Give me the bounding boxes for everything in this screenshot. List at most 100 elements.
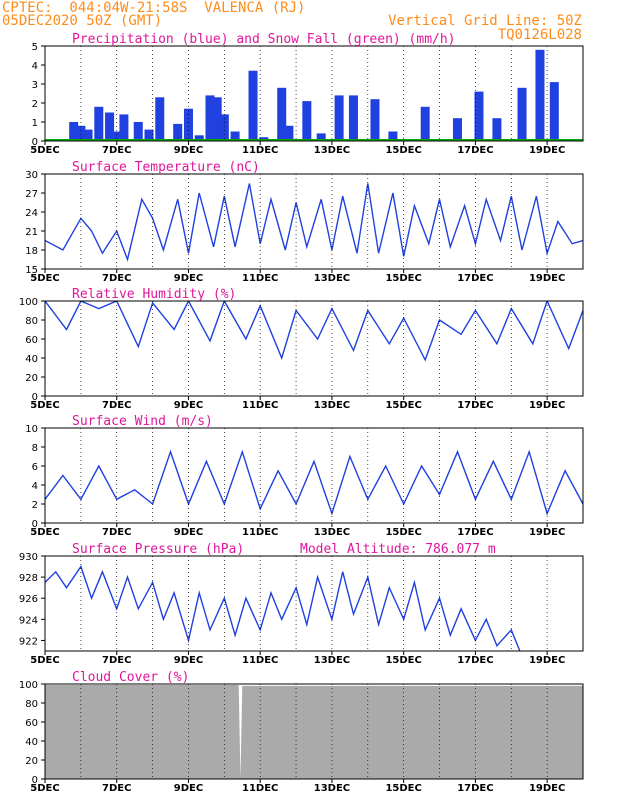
x-tick-label: 17DEC bbox=[457, 145, 493, 156]
panel-title: Cloud Cover (%) bbox=[72, 670, 189, 685]
y-tick-label: 926 bbox=[19, 594, 38, 605]
y-tick-label: 2 bbox=[32, 99, 38, 110]
x-tick-label: 5DEC bbox=[30, 400, 59, 411]
x-tick-label: 13DEC bbox=[314, 400, 350, 411]
panel-title: Surface Pressure (hPa) bbox=[72, 542, 244, 557]
y-tick-label: 10 bbox=[25, 424, 38, 435]
precip-bar bbox=[83, 129, 93, 141]
precip-bar bbox=[277, 87, 287, 141]
y-tick-label: 20 bbox=[25, 373, 38, 384]
x-tick-label: 7DEC bbox=[102, 400, 131, 411]
y-tick-label: 3 bbox=[32, 80, 38, 91]
precip-bar bbox=[112, 131, 122, 141]
x-tick-label: 15DEC bbox=[385, 273, 421, 284]
y-tick-label: 928 bbox=[19, 573, 38, 584]
x-tick-label: 7DEC bbox=[102, 783, 131, 794]
y-tick-label: 20 bbox=[25, 756, 38, 767]
precip-bar bbox=[388, 131, 398, 141]
precip-bar bbox=[452, 118, 462, 141]
panel-title: Relative Humidity (%) bbox=[72, 287, 236, 302]
x-tick-label: 15DEC bbox=[385, 145, 421, 156]
x-tick-label: 7DEC bbox=[102, 145, 131, 156]
x-tick-label: 19DEC bbox=[529, 273, 565, 284]
y-tick-label: 40 bbox=[25, 737, 38, 748]
x-tick-label: 19DEC bbox=[529, 527, 565, 538]
chart-panel-5: 922 924 926 928 930 5DEC 7DEC 9DEC 11DEC 13DEC 15D… bbox=[19, 542, 584, 666]
plot-content bbox=[45, 565, 534, 651]
series-line bbox=[45, 565, 534, 651]
plot-frame bbox=[44, 683, 584, 780]
plot-frame bbox=[44, 45, 584, 142]
y-tick-label: 930 bbox=[19, 552, 38, 563]
y-tick-label: 2 bbox=[32, 500, 38, 511]
y-tick-label: 15 bbox=[25, 265, 38, 276]
x-tick-label: 19DEC bbox=[529, 400, 565, 411]
x-tick-label: 17DEC bbox=[457, 655, 493, 666]
panel-annotation: Model Altitude: 786.077 m bbox=[300, 542, 496, 557]
precip-bar bbox=[119, 114, 129, 141]
chart-panel-1: 0 1 2 3 4 5 5DEC 7DEC 9DEC 11DEC 13DEC 15DEC 17DEC 19… bbox=[30, 32, 584, 156]
series-line bbox=[45, 301, 583, 362]
cloud-cover-area bbox=[45, 684, 583, 779]
series-line bbox=[45, 449, 583, 516]
x-tick-label: 9DEC bbox=[174, 527, 203, 538]
y-tick-label: 60 bbox=[25, 335, 38, 346]
panel-title: Surface Temperature (nC) bbox=[72, 160, 260, 175]
y-tick-label: 60 bbox=[25, 718, 38, 729]
x-tick-label: 19DEC bbox=[529, 783, 565, 794]
panel-title: Surface Wind (m/s) bbox=[72, 414, 213, 429]
y-tick-label: 6 bbox=[32, 462, 38, 473]
x-tick-label: 5DEC bbox=[30, 145, 59, 156]
precip-bar bbox=[133, 122, 143, 141]
y-tick-label: 4 bbox=[32, 61, 38, 72]
y-tick-label: 8 bbox=[32, 443, 38, 454]
x-tick-label: 11DEC bbox=[242, 783, 278, 794]
x-tick-label: 13DEC bbox=[314, 655, 350, 666]
plot-frame bbox=[44, 173, 584, 270]
y-tick-label: 40 bbox=[25, 354, 38, 365]
precip-bar bbox=[492, 118, 502, 141]
x-tick-label: 11DEC bbox=[242, 655, 278, 666]
x-tick-label: 13DEC bbox=[314, 145, 350, 156]
plot-frame bbox=[44, 300, 584, 397]
plot-content bbox=[45, 684, 583, 779]
chart-panel-2: 15 18 21 24 27 30 5DEC 7DEC 9DEC 11DEC 13DEC 15DEC 1… bbox=[25, 160, 584, 284]
precip-bar bbox=[535, 49, 545, 141]
series-line bbox=[45, 183, 583, 262]
x-tick-label: 7DEC bbox=[102, 655, 131, 666]
y-tick-label: 924 bbox=[19, 615, 38, 626]
plot-frame bbox=[44, 427, 584, 524]
precip-bar bbox=[194, 135, 204, 141]
y-tick-label: 5 bbox=[32, 42, 38, 53]
chart-panel-3: 0 20 40 60 80 100 5DEC 7DEC 9DEC 11DEC 13DEC 15DEC 1… bbox=[19, 287, 584, 411]
x-tick-label: 11DEC bbox=[242, 273, 278, 284]
precip-bar bbox=[219, 114, 229, 141]
precip-bar bbox=[549, 82, 559, 141]
precip-bar bbox=[144, 129, 154, 141]
precip-bar bbox=[69, 122, 79, 141]
precip-bar bbox=[212, 97, 222, 141]
x-tick-label: 17DEC bbox=[457, 527, 493, 538]
precip-bar bbox=[173, 123, 183, 141]
y-tick-label: 0 bbox=[32, 137, 38, 148]
y-tick-label: 1 bbox=[32, 118, 38, 129]
y-tick-label: 922 bbox=[19, 636, 38, 647]
precip-bar bbox=[284, 125, 294, 141]
precip-bar bbox=[474, 91, 484, 141]
y-tick-label: 21 bbox=[25, 227, 38, 238]
precip-bar bbox=[302, 101, 312, 141]
x-tick-label: 17DEC bbox=[457, 273, 493, 284]
precip-bar bbox=[348, 95, 358, 141]
precip-bar bbox=[155, 97, 165, 141]
header-datetime: 05DEC2020 50Z (GMT) bbox=[2, 13, 163, 29]
precip-bar bbox=[316, 133, 326, 141]
x-tick-label: 5DEC bbox=[30, 655, 59, 666]
precip-bar bbox=[517, 87, 527, 141]
plot-frame bbox=[44, 555, 584, 652]
y-tick-label: 30 bbox=[25, 170, 38, 181]
precip-bar bbox=[105, 112, 115, 141]
x-tick-label: 13DEC bbox=[314, 783, 350, 794]
header-model-code: TQ0126L028 bbox=[497, 27, 582, 43]
x-tick-label: 11DEC bbox=[242, 145, 278, 156]
